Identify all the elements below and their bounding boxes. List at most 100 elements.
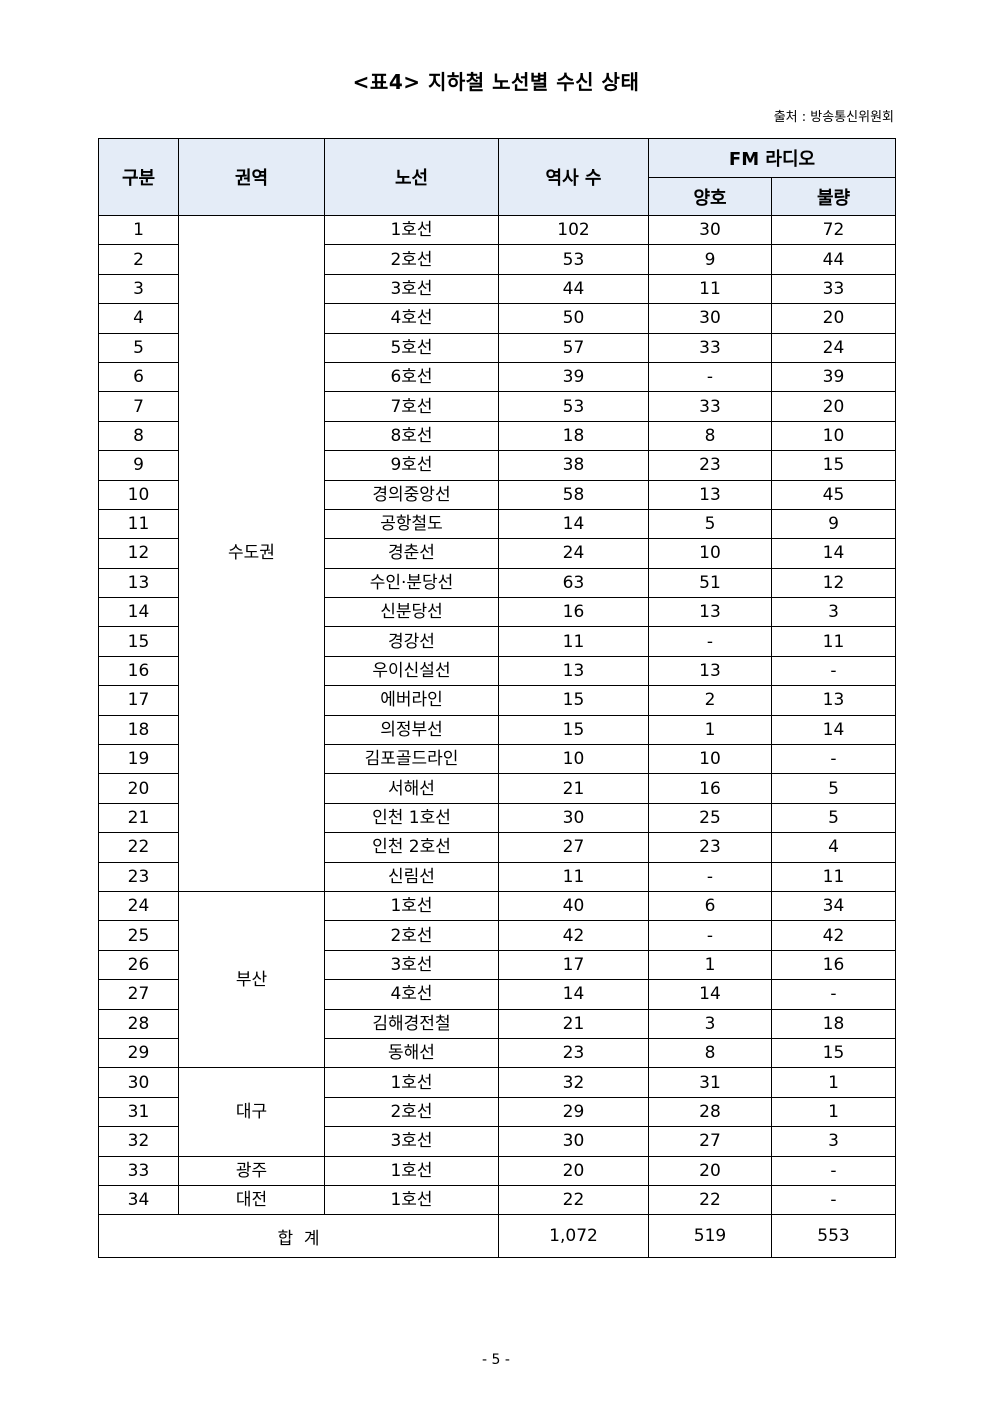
line-name: 김포골드라인 xyxy=(324,744,499,775)
row-no: 19 xyxy=(98,744,179,775)
row-no: 1 xyxy=(98,214,179,246)
fm-bad: 72 xyxy=(771,214,896,246)
header-stations: 역사 수 xyxy=(498,138,649,216)
station-count: 24 xyxy=(498,538,649,569)
table-title: <표4> 지하철 노선별 수신 상태 xyxy=(352,70,640,94)
line-name: 인천 1호선 xyxy=(324,802,499,834)
station-count: 16 xyxy=(498,597,649,628)
station-count: 15 xyxy=(498,714,649,746)
line-name: 우이신설선 xyxy=(324,655,499,687)
line-name: 김해경전철 xyxy=(324,1008,499,1039)
fm-bad: - xyxy=(771,1184,896,1216)
fm-good: 10 xyxy=(648,538,772,569)
fm-good: 16 xyxy=(648,773,772,804)
station-count: 50 xyxy=(498,303,649,334)
region-cell: 대구 xyxy=(178,1067,325,1157)
fm-bad: - xyxy=(771,1155,896,1186)
station-count: 13 xyxy=(498,655,649,687)
line-name: 7호선 xyxy=(324,391,499,422)
table-row: 31 2호선 29 28 1 xyxy=(98,1096,896,1128)
fm-good: 13 xyxy=(648,597,772,628)
fm-bad: - xyxy=(771,979,896,1010)
page-number: - 5 - xyxy=(482,1352,510,1368)
station-count: 29 xyxy=(498,1096,649,1128)
table-row: 24 부산 1호선 40 6 34 xyxy=(98,890,896,1069)
table-row: 25 2호선 42-42 xyxy=(98,920,896,951)
line-name: 신림선 xyxy=(324,861,499,892)
station-count: 20 xyxy=(498,1155,649,1186)
line-name: 의정부선 xyxy=(324,714,499,746)
fm-bad: 33 xyxy=(771,273,896,305)
row-no: 14 xyxy=(98,597,179,628)
fm-bad: 4 xyxy=(771,832,896,863)
row-no: 32 xyxy=(98,1126,179,1157)
fm-bad: 14 xyxy=(771,538,896,569)
line-name: 2호선 xyxy=(324,244,499,275)
table-body: 1 수도권 1호선 102 30 72 2 2호선 53 9 44 3 3호선 44 11 33 4 4호선 50 3… xyxy=(98,214,896,1216)
row-no: 17 xyxy=(98,685,179,716)
line-name: 경춘선 xyxy=(324,538,499,569)
table-row: 22 인천 2호선 27 23 4 xyxy=(98,832,896,863)
row-no: 11 xyxy=(98,508,179,540)
fm-bad: 5 xyxy=(771,773,896,804)
table-row: 18 의정부선 15 1 14 xyxy=(98,714,896,746)
fm-good: - xyxy=(648,861,772,892)
station-count: 30 xyxy=(498,802,649,834)
fm-good: 6 xyxy=(648,890,772,922)
table-row: 5 5호선 57 33 24 xyxy=(98,332,896,363)
station-count: 23 xyxy=(498,1037,649,1069)
fm-good: 9 xyxy=(648,244,772,275)
header-no: 구분 xyxy=(98,138,179,216)
station-count: 27 xyxy=(498,832,649,863)
fm-bad: 20 xyxy=(771,303,896,334)
header-region: 권역 xyxy=(178,138,325,216)
station-count: 17 xyxy=(498,949,649,981)
table-row: 4 4호선 50 30 20 xyxy=(98,303,896,334)
line-name: 3호선 xyxy=(324,273,499,305)
station-count: 11 xyxy=(498,626,649,657)
table-row: 34 대전 1호선 22 22- xyxy=(98,1184,896,1216)
fm-good: 5 xyxy=(648,508,772,540)
line-name: 신분당선 xyxy=(324,597,499,628)
row-no: 27 xyxy=(98,979,179,1010)
fm-bad: 1 xyxy=(771,1096,896,1128)
table-row: 3 3호선 44 11 33 xyxy=(98,273,896,305)
table-row: 17 에버라인 15 2 13 xyxy=(98,685,896,716)
row-no: 22 xyxy=(98,832,179,863)
fm-good: 25 xyxy=(648,802,772,834)
fm-bad: 15 xyxy=(771,450,896,481)
fm-good: 28 xyxy=(648,1096,772,1128)
fm-bad: - xyxy=(771,744,896,775)
table-row: 10 경의중앙선 58 13 45 xyxy=(98,479,896,510)
fm-bad: 39 xyxy=(771,361,896,393)
fm-good: 13 xyxy=(648,655,772,687)
line-name: 1호선 xyxy=(324,1184,499,1216)
fm-good: 23 xyxy=(648,450,772,481)
fm-good: 13 xyxy=(648,479,772,510)
station-count: 14 xyxy=(498,979,649,1010)
fm-bad: 42 xyxy=(771,920,896,951)
row-no: 5 xyxy=(98,332,179,363)
station-count: 11 xyxy=(498,861,649,892)
row-no: 25 xyxy=(98,920,179,951)
table-row: 16 우이신설선 13 13- xyxy=(98,655,896,687)
fm-bad: 12 xyxy=(771,567,896,599)
row-no: 20 xyxy=(98,773,179,804)
fm-bad: 3 xyxy=(771,597,896,628)
fm-bad: 18 xyxy=(771,1008,896,1039)
table-row: 32 3호선 30 27 3 xyxy=(98,1126,896,1157)
table-row: 7 7호선 53 33 20 xyxy=(98,391,896,422)
fm-bad: 11 xyxy=(771,861,896,892)
station-count: 57 xyxy=(498,332,649,363)
row-no: 31 xyxy=(98,1096,179,1128)
row-no: 2 xyxy=(98,244,179,275)
fm-good: 33 xyxy=(648,391,772,422)
row-no: 13 xyxy=(98,567,179,599)
row-no: 24 xyxy=(98,890,179,922)
line-name: 3호선 xyxy=(324,1126,499,1157)
fm-good: 33 xyxy=(648,332,772,363)
line-name: 8호선 xyxy=(324,420,499,452)
station-count: 18 xyxy=(498,420,649,452)
fm-bad: 9 xyxy=(771,508,896,540)
region-cell: 대전 xyxy=(178,1184,325,1216)
